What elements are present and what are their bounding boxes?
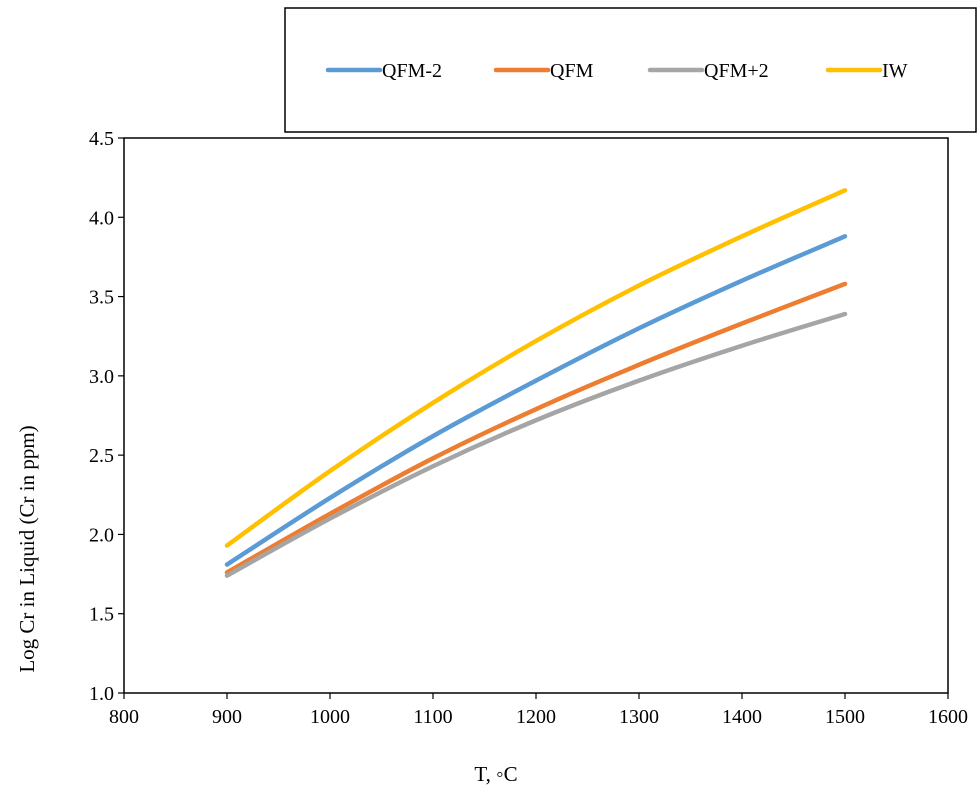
series-line-qfm-2 xyxy=(224,234,848,567)
y-tick-label: 2.0 xyxy=(89,524,114,546)
y-tick-label: 3.5 xyxy=(89,287,114,309)
y-axis-title: Log Cr in Liquid (Cr in ppm) xyxy=(15,425,39,672)
legend-label-qfm-2: QFM+2 xyxy=(704,60,769,82)
legend: QFM-2 QFM QFM+2 IW xyxy=(284,7,977,133)
y-tick-label: 1.0 xyxy=(89,683,114,705)
y-tick-label: 2.5 xyxy=(89,445,114,467)
plot-area-border xyxy=(123,137,949,694)
x-tick-label: 1400 xyxy=(722,706,762,728)
x-axis: 800 900 1000 1100 1200 1300 1400 1500 1600 xyxy=(109,693,968,728)
x-tick-label: 1500 xyxy=(825,706,865,728)
x-tick-label: 1200 xyxy=(516,706,556,728)
x-tick-label: 800 xyxy=(109,706,139,728)
y-tick-label: 4.5 xyxy=(89,128,114,150)
y-tick-label: 4.0 xyxy=(89,207,114,229)
y-tick-label: 1.5 xyxy=(89,604,114,626)
x-axis-title: T, ◦C xyxy=(474,762,517,786)
legend-label-iw: IW xyxy=(882,60,908,82)
y-axis: 1.0 1.5 2.0 2.5 3.0 3.5 4.0 4.5 xyxy=(89,128,124,705)
x-tick-label: 900 xyxy=(212,706,242,728)
legend-label-qfm-2: QFM-2 xyxy=(382,60,442,82)
series-line-iw xyxy=(224,188,848,548)
series-line-qfm xyxy=(224,281,848,575)
y-tick-label: 3.0 xyxy=(89,366,114,388)
x-tick-label: 1300 xyxy=(619,706,659,728)
x-tick-label: 1100 xyxy=(413,706,452,728)
legend-label-qfm: QFM xyxy=(550,60,594,82)
x-tick-label: 1000 xyxy=(310,706,350,728)
series-lines xyxy=(224,188,848,578)
series-line-qfm-2 xyxy=(224,311,848,578)
x-tick-label: 1600 xyxy=(928,706,968,728)
